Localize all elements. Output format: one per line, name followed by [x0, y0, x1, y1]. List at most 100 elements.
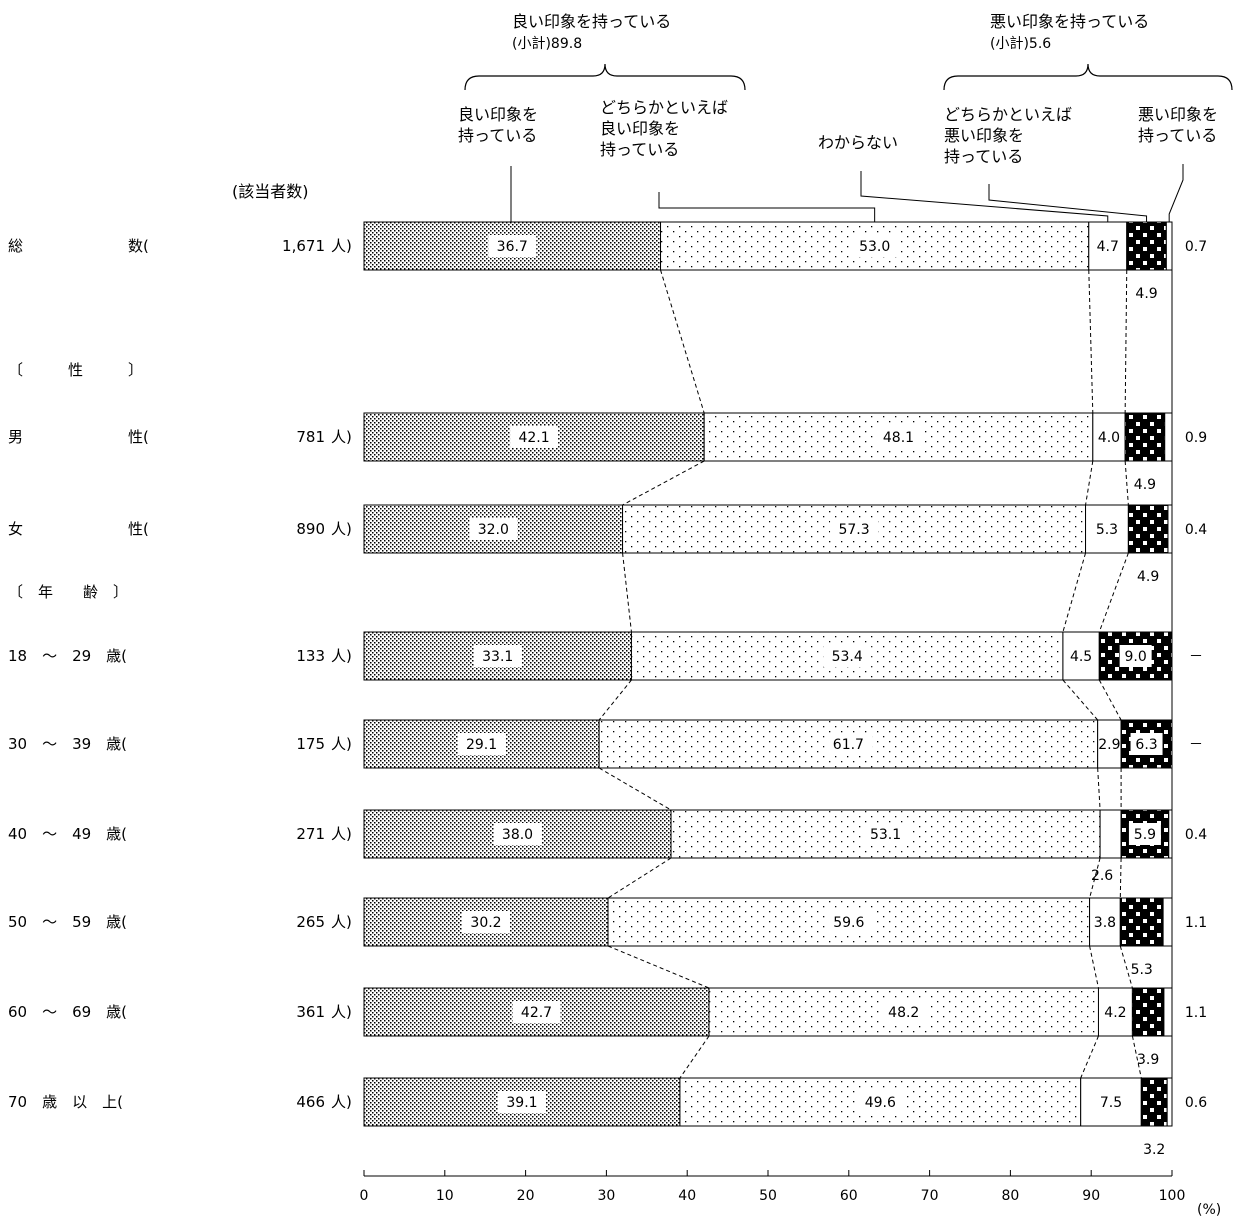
- bar-segment: [1140, 1077, 1168, 1127]
- bar-segment: [1131, 987, 1165, 1037]
- bar-segment: [1127, 504, 1169, 554]
- value-label: 4.2: [1104, 1005, 1126, 1021]
- legend-label: わからない: [818, 133, 898, 152]
- row-unit: 人): [331, 735, 352, 753]
- bar-segment: [1085, 504, 1129, 554]
- row-count: 361: [296, 1003, 325, 1021]
- value-label: 5.9: [1134, 827, 1156, 843]
- value-label: 48.2: [888, 1005, 919, 1021]
- bar-segment: [1168, 809, 1173, 859]
- value-label: 4.9: [1135, 286, 1157, 302]
- value-label: 1.1: [1185, 1005, 1207, 1021]
- bars: [363, 221, 1173, 1127]
- section-label: 〔 年 齢 〕: [8, 583, 128, 601]
- row-count: 781: [296, 428, 325, 446]
- label-bg: [497, 1091, 546, 1113]
- value-label: 30.2: [470, 915, 501, 931]
- label-bg: [824, 733, 873, 755]
- connector-lines: [598, 269, 1173, 1079]
- value-label: 3.9: [1137, 1052, 1159, 1068]
- label-bg: [830, 518, 879, 540]
- row-label: 70 歳 以 上(: [8, 1093, 123, 1111]
- connector-line: [1062, 679, 1099, 721]
- label-bg: [874, 426, 923, 448]
- group-subtotal-good: (小計)89.8: [512, 36, 582, 52]
- bar-segment: [1062, 631, 1100, 681]
- x-tick-label: 100: [1159, 1188, 1186, 1204]
- connector-line: [607, 945, 710, 989]
- label-bg: [856, 1091, 905, 1113]
- row-count: 175: [296, 735, 325, 753]
- label-bg: [473, 645, 522, 667]
- bar-segment: [1119, 897, 1164, 947]
- x-axis: 0 10 20 30 40 50 60 70 80 90 100 (%): [360, 1170, 1221, 1218]
- section-label: 〔 性 〕: [8, 361, 143, 379]
- value-label: 38.0: [502, 827, 533, 843]
- legend-label: どちらかといえば悪い印象を持っている: [944, 105, 1072, 166]
- value-label: 49.6: [865, 1095, 896, 1111]
- connector-line: [1097, 767, 1101, 811]
- value-label: 4.5: [1070, 649, 1092, 665]
- connector-line: [1089, 945, 1099, 989]
- connector-line: [1085, 460, 1094, 506]
- row-count: 466: [296, 1093, 325, 1111]
- connector-line: [1098, 679, 1122, 721]
- x-tick-label: 20: [517, 1188, 535, 1204]
- value-label: 53.1: [870, 827, 901, 843]
- bar-segment: [1164, 412, 1173, 462]
- value-label: 0.6: [1185, 1095, 1207, 1111]
- row-label: 60 ～ 69 歳(: [8, 1003, 127, 1021]
- value-label: 5.3: [1131, 962, 1153, 978]
- x-tick-label: 40: [678, 1188, 696, 1204]
- bar-segment: [1099, 809, 1122, 859]
- row-unit: 人): [331, 1093, 352, 1111]
- x-tick-label: 70: [921, 1188, 939, 1204]
- x-axis-unit: (%): [1197, 1202, 1221, 1218]
- group-label-good: 良い印象を持っている: [512, 12, 671, 31]
- value-label: 48.1: [883, 430, 914, 446]
- connector-line: [1088, 269, 1094, 414]
- value-label: －: [1189, 737, 1203, 753]
- legend-leader: [988, 184, 1148, 222]
- value-label: 0.7: [1185, 239, 1207, 255]
- value-label: 57.3: [838, 522, 869, 538]
- bar-segment: [1080, 1077, 1142, 1127]
- row-label: 男 性(: [8, 428, 149, 446]
- value-label: 42.1: [518, 430, 549, 446]
- connector-line: [622, 552, 632, 633]
- value-label: 4.7: [1097, 239, 1119, 255]
- bar-segment: [363, 412, 705, 462]
- label-bg: [823, 645, 872, 667]
- label-bg: [512, 1001, 561, 1023]
- label-bg: [850, 235, 899, 257]
- row-unit: 人): [331, 237, 352, 255]
- value-label: 4.0: [1098, 430, 1120, 446]
- value-label: 2.9: [1098, 737, 1120, 753]
- row-label: 総 数(: [8, 237, 149, 255]
- label-bg: [493, 823, 542, 845]
- x-tick-label: 0: [360, 1188, 369, 1204]
- bar-segment: [1092, 412, 1126, 462]
- connector-line: [607, 857, 672, 899]
- label-bg: [1130, 733, 1163, 755]
- value-label: 53.4: [832, 649, 863, 665]
- connector-line: [1080, 1035, 1099, 1079]
- legend: (該当者数) 良い印象を持っている (小計)89.8 悪い印象を持っている (小計)5.…: [232, 12, 1233, 222]
- label-bg: [1128, 823, 1161, 845]
- legend-label: 悪い印象を持っている: [1138, 105, 1218, 145]
- x-tick-label: 80: [1001, 1188, 1019, 1204]
- connector-line: [1062, 552, 1087, 633]
- label-bg: [1119, 645, 1152, 667]
- bar-segment: [1166, 1077, 1173, 1127]
- row-unit: 人): [331, 1003, 352, 1021]
- row-label: 女 性(: [8, 520, 149, 538]
- row-count: 890: [296, 520, 325, 538]
- connector-line: [1098, 552, 1129, 633]
- connector-line: [1119, 857, 1122, 899]
- bar-segment: [1165, 221, 1173, 271]
- value-label: 4.9: [1137, 569, 1159, 585]
- value-label: 42.7: [521, 1005, 552, 1021]
- connector-line: [679, 1035, 710, 1079]
- row-unit: 人): [331, 520, 352, 538]
- label-bg: [469, 518, 518, 540]
